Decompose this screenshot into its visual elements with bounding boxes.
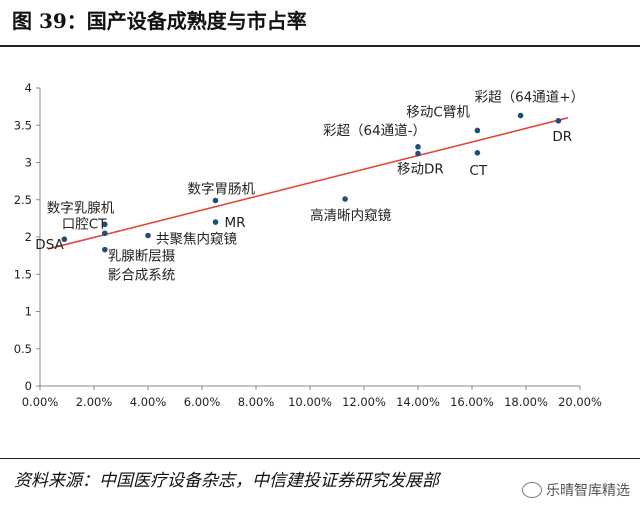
- data-point: [415, 150, 421, 157]
- x-tick-label: 2.00%: [76, 395, 113, 409]
- source-note: 资料来源：中国医疗设备杂志，中信建投证券研究发展部: [14, 471, 439, 491]
- x-tick-label: 4.00%: [130, 395, 167, 409]
- x-tick-label: 0.00%: [22, 395, 59, 409]
- x-tick-label: 12.00%: [342, 395, 386, 409]
- data-point: [555, 117, 562, 124]
- x-tick-label: 18.00%: [504, 395, 548, 409]
- title-divider: [0, 45, 640, 47]
- y-tick-label: 2: [25, 230, 32, 244]
- y-tick-label: 1.5: [14, 267, 32, 281]
- wechat-icon: [522, 482, 542, 498]
- y-tick-label: 3: [25, 156, 32, 170]
- data-point: [212, 219, 219, 225]
- figure-title: 图 39：国产设备成熟度与市占率: [12, 9, 307, 33]
- data-label: 移动DR: [397, 162, 444, 178]
- watermark-text: 乐晴智库精选: [546, 483, 630, 499]
- data-point: [145, 232, 151, 239]
- y-tick-label: 0.5: [14, 342, 32, 356]
- data-point: [474, 127, 481, 134]
- data-label: 口腔CT: [62, 216, 107, 232]
- data-point: [102, 246, 108, 253]
- x-tick-label: 14.00%: [396, 395, 440, 409]
- data-label: 数字乳腺机: [47, 200, 115, 216]
- data-label: DR: [552, 129, 572, 145]
- source-divider: [0, 458, 640, 459]
- data-point: [61, 236, 68, 243]
- data-point: [102, 230, 108, 237]
- data-label: CT: [469, 163, 487, 179]
- data-label: 数字胃肠机: [188, 181, 256, 197]
- y-tick-label: 3.5: [14, 118, 32, 132]
- data-label: 彩超（64通道+）: [475, 90, 584, 106]
- data-label: 共聚焦内窥镜: [156, 231, 237, 248]
- data-label: DSA: [35, 237, 64, 253]
- data-label: 高清晰内窥镜: [310, 207, 391, 224]
- trend-line: [47, 117, 569, 250]
- data-label: 乳腺断层摄影合成系统: [108, 249, 176, 284]
- y-tick-label: 1: [25, 305, 32, 319]
- y-tick-label: 4: [25, 81, 32, 95]
- data-point: [342, 196, 348, 202]
- scatter-chart: 0 0.5 1 1.5 2 2.5 3 3.5 4 0.00% 2.00% 4.00% 6.00% 8.0…: [14, 81, 602, 409]
- x-tick-label: 16.00%: [450, 395, 494, 409]
- y-tick-label: 2.5: [14, 193, 32, 207]
- data-label: MR: [225, 215, 246, 231]
- y-tick-label: 0: [25, 379, 32, 393]
- data-point: [474, 150, 481, 156]
- data-label: 移动C臂机: [406, 104, 470, 120]
- x-tick-label: 8.00%: [238, 395, 275, 409]
- x-tick-label: 6.00%: [184, 395, 221, 409]
- x-tick-label: 10.00%: [288, 395, 332, 409]
- watermark: 乐晴智库精选: [522, 480, 630, 500]
- x-tick-label: 20.00%: [558, 395, 602, 409]
- data-point: [102, 221, 108, 228]
- data-point: [212, 197, 219, 204]
- data-point: [415, 144, 421, 150]
- data-point: [517, 112, 524, 119]
- data-label: 彩超（64通道-）: [323, 123, 426, 139]
